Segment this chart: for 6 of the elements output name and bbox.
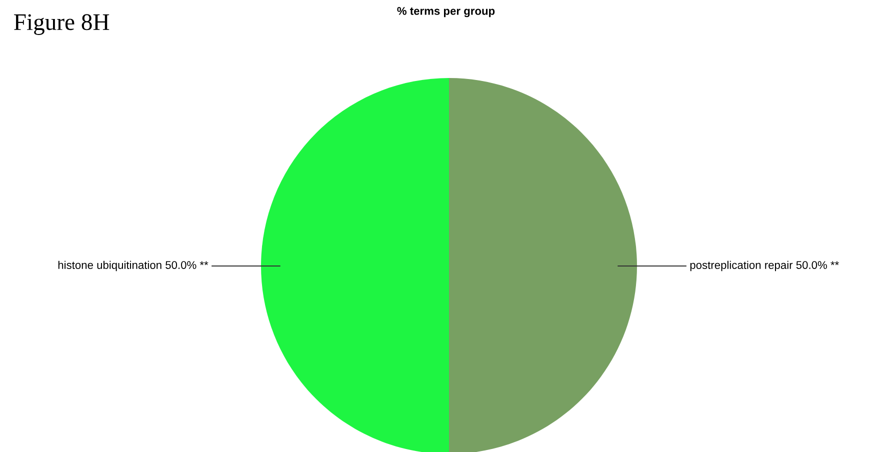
pie-slice: [449, 78, 637, 452]
pie-slice: [261, 78, 449, 452]
caption: Figure 8H: [14, 14, 110, 35]
chart-title: % terms per group: [397, 7, 495, 18]
slice-label: postreplication repair 50.0% **: [690, 260, 839, 272]
slice-label: histone ubiquitination 50.0% **: [58, 260, 208, 272]
